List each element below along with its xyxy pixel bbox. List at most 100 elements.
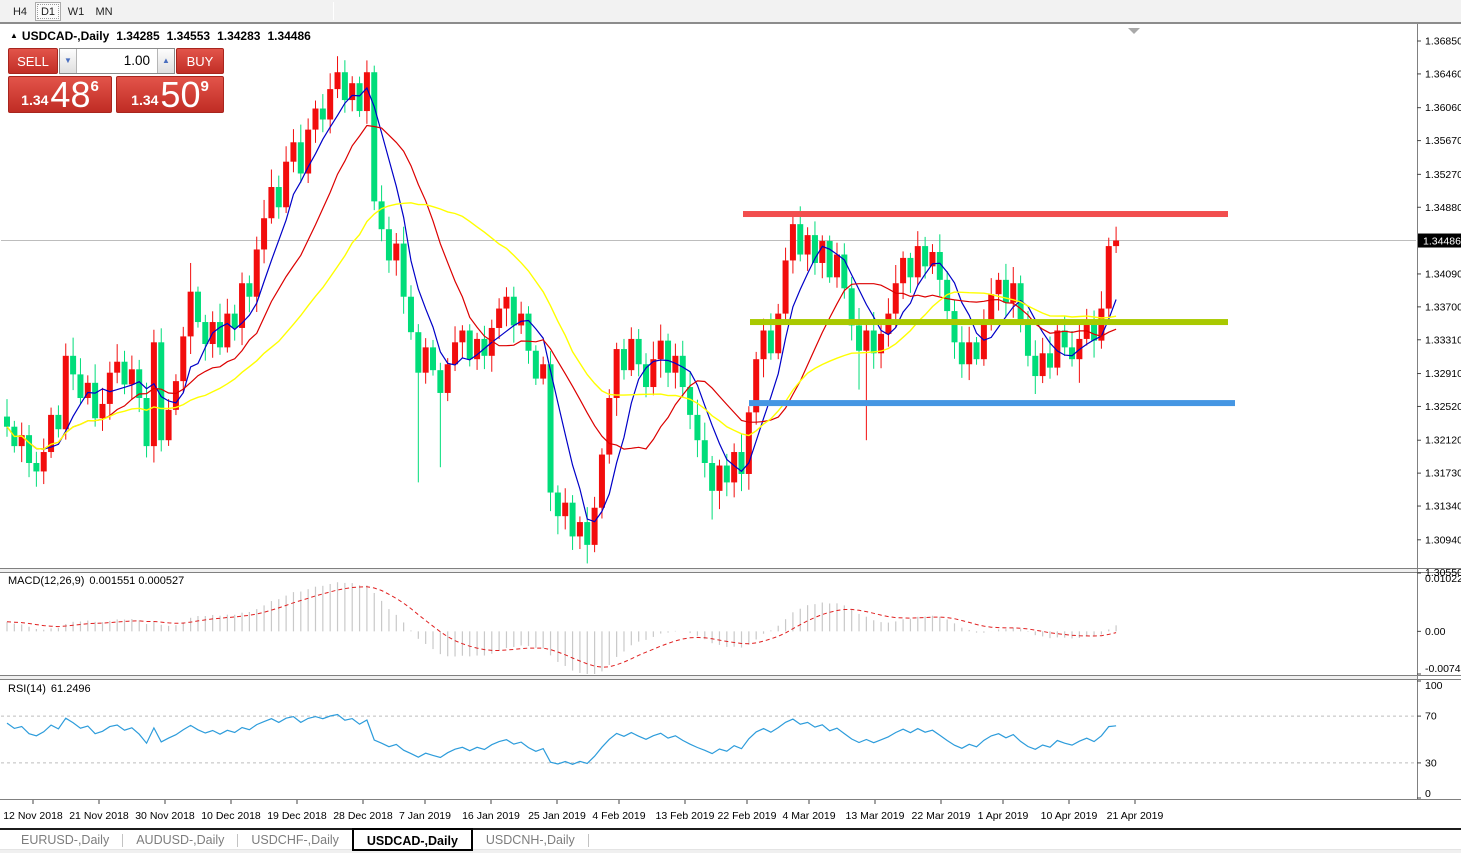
- chart-tab-usdchf[interactable]: USDCHF-,Daily: [251, 833, 339, 847]
- sell-button[interactable]: SELL: [8, 48, 58, 74]
- candle-body: [466, 330, 473, 360]
- tab-divider: [587, 834, 589, 847]
- price-tick-label: 1.32520: [1425, 401, 1461, 413]
- date-tick-label: 4 Mar 2019: [782, 810, 835, 822]
- timeframe-button-d1[interactable]: D1: [35, 2, 61, 21]
- rsi-line: [6, 713, 1117, 765]
- date-tick-label: 12 Nov 2018: [3, 810, 63, 822]
- sell-price-main: 48: [50, 74, 91, 115]
- candle-body: [180, 336, 187, 382]
- macd-indicator-label: MACD(12,26,9) 0.001551 0.000527: [8, 575, 184, 587]
- date-tick-label: 28 Dec 2018: [333, 810, 393, 822]
- chart-tab-usdcnh[interactable]: USDCNH-,Daily: [485, 833, 575, 847]
- candle-body: [767, 330, 774, 354]
- support-line[interactable]: [749, 400, 1235, 407]
- price-tick-label: 1.33310: [1425, 334, 1461, 346]
- candle-body: [26, 435, 33, 463]
- candle-body: [136, 369, 143, 399]
- date-tick-label: 7 Jan 2019: [399, 810, 451, 822]
- chart-header: ▲ USDCAD-,Daily 1.34285 1.34553 1.34283 1.344…: [10, 29, 311, 43]
- timeframe-button-h4[interactable]: H4: [12, 6, 28, 18]
- candle-body: [856, 325, 863, 351]
- macd-name: MACD(12,26,9): [8, 575, 85, 587]
- chart-tab-eurusd[interactable]: EURUSD-,Daily: [21, 833, 110, 847]
- collapse-panel-icon[interactable]: ▲: [10, 31, 18, 40]
- macd-tick-label: -0.007477: [1425, 663, 1461, 675]
- candle-body: [400, 243, 407, 297]
- ohlc-close: 1.34486: [267, 29, 311, 43]
- ma-fast-line: [6, 86, 1117, 523]
- candle-body: [430, 347, 437, 371]
- pivot-line[interactable]: [750, 319, 1228, 326]
- candle-body: [194, 291, 201, 323]
- macd-axis[interactable]: 0.010229 0.00 -0.007477: [1417, 572, 1461, 675]
- candle-body: [253, 249, 260, 297]
- candle-body: [804, 235, 811, 255]
- buy-price-display[interactable]: 1.34 50 9: [116, 76, 224, 113]
- ma-slow-line: [6, 202, 1117, 450]
- rsi-axis[interactable]: 100 70 30 0: [1417, 680, 1443, 800]
- candle-body: [305, 129, 312, 174]
- candle-body: [415, 332, 422, 373]
- candle-body: [1054, 330, 1061, 368]
- candle-body: [540, 364, 547, 379]
- candle-body: [444, 364, 451, 393]
- candle-body: [297, 142, 304, 174]
- candle-body: [848, 288, 855, 326]
- candle-body: [878, 333, 885, 354]
- candle-body: [584, 522, 591, 545]
- chart-tab-audusd[interactable]: AUDUSD-,Daily: [136, 833, 225, 847]
- date-tick-label: 22 Feb 2019: [718, 810, 777, 822]
- date-tick-label: 21 Apr 2019: [1107, 810, 1164, 822]
- buy-button[interactable]: BUY: [176, 48, 224, 74]
- candle-body: [716, 465, 723, 491]
- candle-body: [481, 338, 488, 356]
- candle-body: [4, 416, 10, 427]
- timeframe-button-mn[interactable]: MN: [95, 6, 113, 18]
- price-axis[interactable]: 1.36850 1.36460 1.36060 1.35670 1.35270 1.348…: [1417, 36, 1461, 580]
- sell-price-prefix: 1.34: [21, 92, 49, 108]
- volume-input[interactable]: 1.00: [123, 53, 150, 68]
- candle-body: [334, 72, 341, 90]
- candle-body: [459, 330, 466, 343]
- candle-body: [775, 313, 782, 354]
- candle-body: [569, 502, 576, 537]
- timeframe-toolbar: H4 D1 W1 MN: [0, 0, 1461, 23]
- date-tick-label: 4 Feb 2019: [592, 810, 645, 822]
- volume-decrease-icon[interactable]: ▼: [60, 49, 77, 73]
- candle-body: [385, 229, 392, 261]
- candles-layer: [4, 56, 1120, 564]
- resistance-line[interactable]: [743, 211, 1228, 218]
- candle-body: [657, 340, 664, 360]
- candle-body: [922, 246, 929, 267]
- candle-body: [687, 387, 694, 415]
- buy-price-sup: 9: [200, 78, 209, 95]
- candle-body: [158, 342, 165, 441]
- candle-body: [635, 338, 642, 365]
- current-price-label: 1.34486: [1423, 236, 1461, 248]
- autoscroll-icon[interactable]: [1128, 28, 1140, 34]
- candle-body: [106, 372, 113, 404]
- price-tick-label: 1.36850: [1425, 36, 1461, 48]
- sell-price-display[interactable]: 1.34 48 6: [8, 76, 112, 113]
- candle-body: [121, 361, 128, 385]
- candle-body: [892, 283, 899, 314]
- chart-tab-usdcad[interactable]: USDCAD-,Daily: [351, 828, 473, 851]
- candle-body: [172, 381, 179, 410]
- candle-body: [709, 463, 716, 491]
- timeframe-button-w1[interactable]: W1: [67, 6, 85, 18]
- ma-mid-line: [6, 124, 1117, 450]
- rsi-tick-label: 0: [1425, 788, 1431, 800]
- candle-body: [1024, 322, 1031, 356]
- candle-body: [261, 218, 268, 250]
- candle-body: [826, 241, 833, 278]
- candle-body: [114, 361, 121, 373]
- candle-body: [371, 72, 378, 202]
- candle-body: [819, 241, 826, 263]
- date-axis[interactable]: 12 Nov 2018 21 Nov 2018 30 Nov 2018 10 Dec …: [3, 800, 1163, 822]
- timeframe-buttons: H4 D1 W1 MN: [6, 0, 118, 22]
- candle-body: [731, 452, 738, 483]
- volume-increase-icon[interactable]: ▲: [157, 49, 174, 73]
